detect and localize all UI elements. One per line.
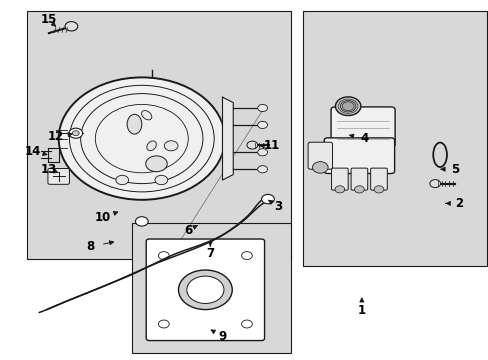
Circle shape	[241, 320, 252, 328]
Circle shape	[158, 320, 169, 328]
Text: 8: 8	[86, 240, 94, 253]
Circle shape	[145, 156, 167, 172]
Circle shape	[135, 217, 148, 226]
Circle shape	[246, 141, 257, 149]
Bar	[303, 11, 486, 266]
Circle shape	[257, 166, 267, 173]
Circle shape	[72, 131, 79, 136]
Text: 10: 10	[94, 211, 111, 224]
Text: 12: 12	[48, 130, 64, 143]
FancyBboxPatch shape	[324, 138, 394, 174]
Text: 2: 2	[455, 197, 463, 210]
Circle shape	[340, 100, 355, 112]
FancyBboxPatch shape	[350, 168, 367, 190]
Circle shape	[261, 194, 274, 204]
Ellipse shape	[142, 111, 151, 120]
Text: 3: 3	[274, 201, 282, 213]
FancyBboxPatch shape	[370, 168, 386, 190]
Polygon shape	[222, 97, 233, 180]
Ellipse shape	[146, 141, 156, 151]
Text: 15: 15	[41, 13, 57, 26]
FancyBboxPatch shape	[331, 168, 347, 190]
Circle shape	[164, 141, 178, 151]
Circle shape	[178, 270, 232, 310]
Bar	[132, 223, 290, 353]
FancyBboxPatch shape	[330, 107, 394, 147]
Ellipse shape	[127, 114, 142, 134]
Circle shape	[257, 121, 267, 129]
Text: 6: 6	[184, 224, 192, 237]
FancyBboxPatch shape	[146, 239, 264, 341]
Bar	[27, 11, 290, 259]
Circle shape	[334, 186, 344, 193]
Circle shape	[158, 252, 169, 260]
Circle shape	[116, 175, 128, 185]
Circle shape	[354, 186, 364, 193]
Text: 14: 14	[25, 145, 41, 158]
Circle shape	[241, 252, 252, 260]
Circle shape	[65, 22, 78, 31]
Text: 9: 9	[218, 330, 226, 343]
Text: 1: 1	[357, 304, 365, 317]
Circle shape	[155, 175, 167, 185]
FancyBboxPatch shape	[48, 168, 69, 184]
FancyBboxPatch shape	[307, 142, 332, 169]
Circle shape	[69, 128, 82, 138]
Circle shape	[429, 180, 440, 188]
Text: 11: 11	[263, 139, 279, 152]
Text: 7: 7	[206, 247, 214, 260]
Circle shape	[186, 276, 224, 303]
Text: 13: 13	[41, 163, 57, 176]
Circle shape	[312, 162, 327, 173]
Circle shape	[257, 149, 267, 156]
Circle shape	[257, 104, 267, 112]
Circle shape	[335, 97, 360, 116]
Text: 4: 4	[360, 132, 367, 145]
Text: 5: 5	[450, 163, 458, 176]
Circle shape	[373, 186, 383, 193]
Circle shape	[59, 77, 224, 200]
